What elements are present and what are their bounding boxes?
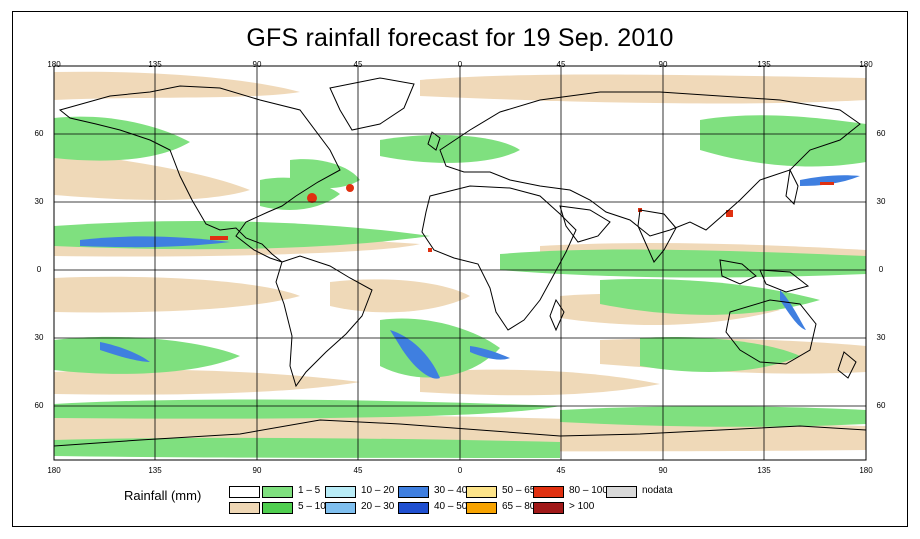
legend-label: 65 – 80 [502, 501, 536, 512]
lon-tick-bottom: 90 [252, 466, 262, 475]
lon-tick-bottom: 45 [353, 466, 363, 475]
continent-outlines [54, 77, 866, 447]
lon-tick-top: 90 [658, 60, 668, 69]
lon-tick-top: 45 [556, 60, 566, 69]
lon-tick-bottom: 180 [47, 466, 61, 475]
lon-tick-bottom: 0 [457, 466, 463, 475]
lon-tick-bottom: 135 [148, 466, 162, 475]
legend-swatch [466, 486, 497, 498]
lon-tick-top: 135 [148, 60, 162, 69]
legend-label: 30 – 40 [434, 485, 468, 496]
map-title: GFS rainfall forecast for 19 Sep. 2010 [246, 24, 674, 52]
lon-tick-bottom: 45 [556, 466, 566, 475]
rain-heavy-areas [80, 175, 860, 379]
lat-tick-right: 30 [876, 333, 886, 342]
lat-tick-left: 30 [34, 333, 44, 342]
lat-tick-left: 30 [34, 197, 44, 206]
legend-swatch [229, 502, 260, 514]
lon-tick-top: 0 [457, 60, 463, 69]
legend-swatch [398, 502, 429, 514]
lon-tick-top: 180 [47, 60, 61, 69]
lon-tick-top: 135 [757, 60, 771, 69]
legend-swatch [398, 486, 429, 498]
lon-tick-bottom: 135 [757, 466, 771, 475]
lat-tick-left: 60 [34, 129, 44, 138]
legend-label: > 100 [569, 501, 595, 512]
legend-swatch [606, 486, 637, 498]
lon-tick-bottom: 180 [859, 466, 873, 475]
legend-title: Rainfall (mm) [124, 488, 202, 503]
lat-tick-right: 0 [878, 265, 884, 274]
legend-swatch [325, 486, 356, 498]
legend-label: 20 – 30 [361, 501, 395, 512]
legend-swatch [533, 486, 564, 498]
legend-swatch [262, 502, 293, 514]
legend-label: 10 – 20 [361, 485, 395, 496]
lon-tick-top: 180 [859, 60, 873, 69]
legend-label: 5 – 10 [298, 501, 326, 512]
map-border [53, 65, 867, 461]
legend-label: 40 – 50 [434, 501, 468, 512]
lat-tick-right: 60 [876, 129, 886, 138]
figure-frame [12, 11, 908, 527]
legend-swatch [466, 502, 497, 514]
lat-tick-left: 0 [36, 265, 42, 274]
legend-label: 80 – 100 [569, 485, 608, 496]
lat-tick-right: 60 [876, 401, 886, 410]
legend-swatch [533, 502, 564, 514]
graticule [54, 66, 866, 460]
legend-label: 1 – 5 [298, 485, 321, 496]
lon-tick-top: 45 [353, 60, 363, 69]
legend-label: 50 – 65 [502, 485, 536, 496]
legend-swatch [229, 486, 260, 498]
legend-swatch [262, 486, 293, 498]
lon-tick-bottom: 90 [658, 466, 668, 475]
legend-label: nodata [642, 485, 673, 496]
legend-swatch [325, 502, 356, 514]
lat-tick-right: 30 [876, 197, 886, 206]
lat-tick-left: 60 [34, 401, 44, 410]
lon-tick-top: 90 [252, 60, 262, 69]
